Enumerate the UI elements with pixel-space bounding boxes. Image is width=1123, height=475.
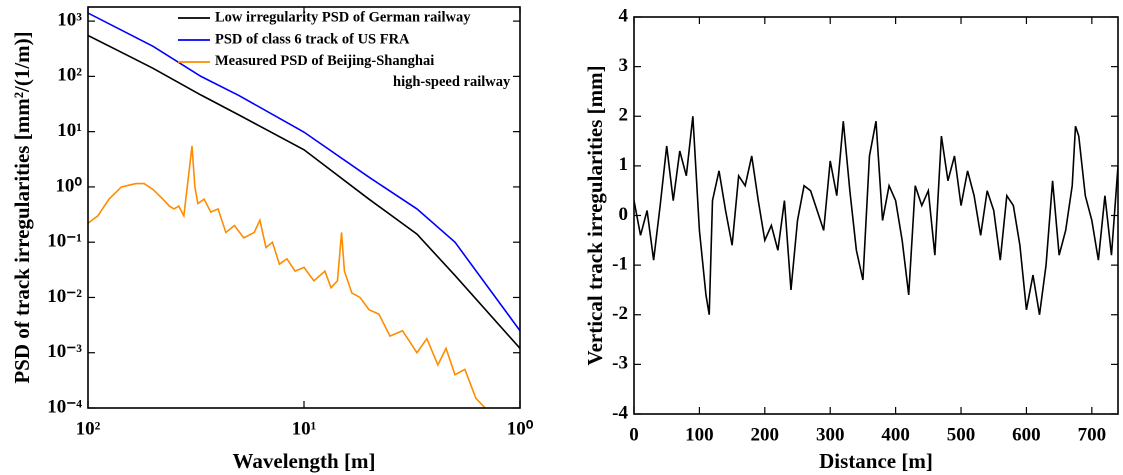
y-axis-label: Vertical track irregularities [mm] [583,65,607,365]
data-line [88,12,520,332]
y-tick-label: -1 [612,253,628,274]
plot-frame [87,6,521,409]
y-tick-label: 10² [57,65,82,86]
plot-frame [633,16,1119,415]
y-tick-label: 10⁻⁴ [47,396,82,417]
x-tick-label: 10¹ [292,418,317,439]
y-tick-label: 10⁰ [55,175,82,196]
y-tick-label: 10⁻¹ [47,231,82,252]
x-tick-label: 200 [751,424,780,445]
y-tick-label: 1 [619,154,629,175]
x-tick-label: 0 [629,424,639,445]
data-line [88,145,486,408]
x-tick-label: 100 [685,424,714,445]
x-tick-label: 10⁰ [507,418,534,439]
y-tick-label: 4 [619,5,629,26]
x-tick-label: 700 [1078,424,1107,445]
legend-label: PSD of class 6 track of US FRA [215,31,410,47]
y-tick-label: 2 [619,105,629,126]
y-tick-label: 10⁻² [47,286,82,307]
data-line [634,116,1118,315]
y-tick-label: 0 [619,204,629,225]
y-axis-label: PSD of track irregularities [mm²/(1/m)] [10,31,34,383]
x-tick-label: 500 [947,424,976,445]
y-tick-label: -2 [612,303,628,324]
y-tick-label: 10³ [57,9,82,30]
data-line [88,34,520,349]
x-tick-label: 300 [816,424,845,445]
x-axis-label: Wavelength [m] [233,449,376,473]
y-tick-label: 10⁻³ [47,341,82,362]
y-tick-label: -3 [612,353,628,374]
legend-label: Low irregularity PSD of German railway [215,9,471,25]
x-tick-label: 10² [76,418,101,439]
legend-label: Measured PSD of Beijing-Shanghai high-spe… [215,53,511,90]
x-axis-label: Distance [m] [819,449,933,473]
x-tick-label: 600 [1012,424,1041,445]
x-tick-label: 400 [881,424,910,445]
y-tick-label: -4 [612,402,628,423]
y-tick-label: 10¹ [57,120,82,141]
y-tick-label: 3 [619,55,629,76]
